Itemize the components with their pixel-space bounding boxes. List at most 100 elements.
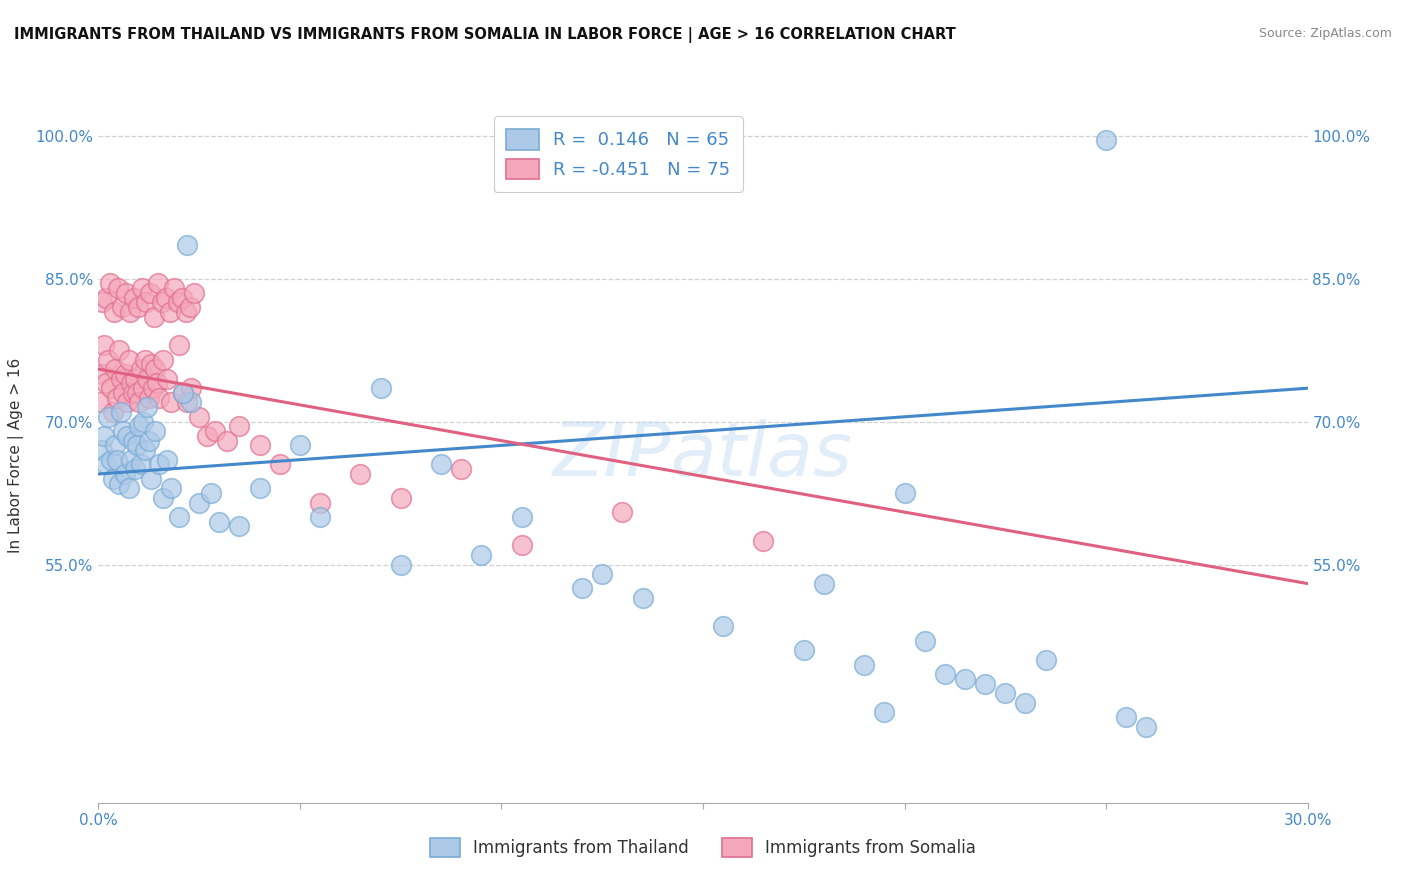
Point [118, 352, 141, 367]
Point [813, 576, 835, 591]
Point [93, 429, 115, 443]
Point [111, 300, 134, 314]
Point [183, 285, 205, 300]
Point [430, 458, 453, 472]
Point [91, 443, 114, 458]
Point [180, 395, 202, 409]
Point [893, 486, 915, 500]
Point [115, 395, 138, 409]
Point [172, 386, 194, 401]
Point [142, 381, 165, 395]
Point [180, 381, 202, 395]
Point [204, 424, 226, 438]
Point [128, 419, 150, 434]
Point [711, 619, 734, 633]
Point [143, 310, 166, 324]
Point [96, 376, 118, 391]
Point [139, 357, 162, 371]
Legend: Immigrants from Thailand, Immigrants from Somalia: Immigrants from Thailand, Immigrants fro… [423, 831, 983, 864]
Point [612, 505, 634, 519]
Point [156, 452, 179, 467]
Point [163, 281, 186, 295]
Point [1115, 710, 1137, 724]
Point [853, 657, 876, 672]
Point [100, 452, 122, 467]
Point [249, 481, 271, 495]
Point [156, 372, 179, 386]
Point [125, 438, 148, 452]
Point [124, 462, 146, 476]
Point [105, 391, 128, 405]
Point [309, 509, 332, 524]
Point [101, 405, 124, 419]
Point [128, 395, 150, 409]
Point [121, 434, 143, 448]
Point [873, 705, 896, 719]
Point [148, 391, 170, 405]
Point [103, 438, 125, 452]
Point [217, 434, 239, 448]
Point [107, 281, 129, 295]
Point [110, 405, 132, 419]
Point [591, 567, 613, 582]
Point [510, 509, 533, 524]
Point [172, 291, 194, 305]
Point [105, 452, 128, 467]
Point [370, 381, 392, 395]
Point [111, 424, 134, 438]
Point [107, 476, 129, 491]
Point [172, 386, 194, 401]
Point [288, 438, 311, 452]
Point [510, 539, 533, 553]
Point [135, 372, 157, 386]
Point [195, 429, 218, 443]
Point [1014, 696, 1036, 710]
Point [167, 295, 190, 310]
Point [120, 376, 142, 391]
Point [134, 443, 156, 458]
Point [118, 481, 141, 495]
Point [994, 686, 1017, 700]
Text: IMMIGRANTS FROM THAILAND VS IMMIGRANTS FROM SOMALIA IN LABOR FORCE | AGE > 16 CO: IMMIGRANTS FROM THAILAND VS IMMIGRANTS F… [14, 27, 956, 43]
Point [179, 300, 201, 314]
Point [146, 277, 169, 291]
Point [143, 424, 166, 438]
Point [129, 362, 152, 376]
Point [176, 238, 198, 252]
Point [107, 343, 129, 357]
Point [134, 352, 156, 367]
Point [89, 395, 111, 409]
Point [249, 438, 271, 452]
Point [228, 519, 250, 533]
Point [125, 386, 148, 401]
Point [934, 667, 956, 681]
Point [97, 352, 120, 367]
Point [150, 295, 173, 310]
Point [138, 391, 160, 405]
Point [139, 472, 162, 486]
Point [167, 509, 190, 524]
Point [132, 381, 155, 395]
Point [389, 491, 412, 505]
Point [93, 338, 115, 352]
Point [1095, 133, 1118, 147]
Point [208, 515, 231, 529]
Point [174, 305, 197, 319]
Point [470, 548, 492, 562]
Point [139, 285, 162, 300]
Point [131, 281, 153, 295]
Point [100, 381, 122, 395]
Point [571, 582, 593, 596]
Point [160, 481, 183, 495]
Point [148, 458, 170, 472]
Point [143, 362, 166, 376]
Point [631, 591, 654, 605]
Point [160, 395, 183, 409]
Point [269, 458, 291, 472]
Point [103, 362, 125, 376]
Point [115, 429, 138, 443]
Point [124, 372, 146, 386]
Text: Source: ZipAtlas.com: Source: ZipAtlas.com [1258, 27, 1392, 40]
Point [91, 367, 114, 381]
Point [167, 338, 190, 352]
